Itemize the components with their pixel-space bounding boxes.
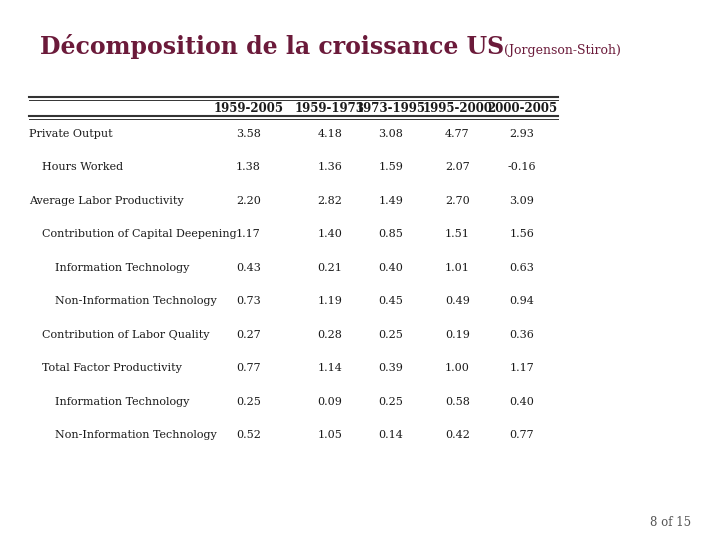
Text: 1959-2005: 1959-2005 [213,102,284,114]
Text: 1.38: 1.38 [236,163,261,172]
Text: Private Output: Private Output [29,129,112,139]
Text: 2.20: 2.20 [236,196,261,206]
Text: 0.25: 0.25 [379,330,403,340]
Text: 0.40: 0.40 [510,397,534,407]
Text: 3.09: 3.09 [510,196,534,206]
Text: 1.05: 1.05 [318,430,342,440]
Text: 1995-2000: 1995-2000 [422,102,492,114]
Text: 1.01: 1.01 [445,263,469,273]
Text: Non-Information Technology: Non-Information Technology [55,296,217,306]
Text: 2.93: 2.93 [510,129,534,139]
Text: 0.25: 0.25 [379,397,403,407]
Text: 0.28: 0.28 [318,330,342,340]
Text: 0.58: 0.58 [445,397,469,407]
Text: 0.45: 0.45 [379,296,403,306]
Text: 0.52: 0.52 [236,430,261,440]
Text: 0.36: 0.36 [510,330,534,340]
Text: 1.56: 1.56 [510,230,534,239]
Text: Information Technology: Information Technology [55,263,189,273]
Text: 0.21: 0.21 [318,263,342,273]
Text: 0.09: 0.09 [318,397,342,407]
Text: 0.14: 0.14 [379,430,403,440]
Text: 1959-1973: 1959-1973 [294,102,365,114]
Text: 1.49: 1.49 [379,196,403,206]
Text: Décomposition de la croissance US: Décomposition de la croissance US [40,34,504,59]
Text: 1.17: 1.17 [236,230,261,239]
Text: 0.43: 0.43 [236,263,261,273]
Text: 1973-1995: 1973-1995 [356,102,426,114]
Text: 0.19: 0.19 [445,330,469,340]
Text: 0.63: 0.63 [510,263,534,273]
Text: 0.40: 0.40 [379,263,403,273]
Text: 2.07: 2.07 [445,163,469,172]
Text: 0.39: 0.39 [379,363,403,373]
Text: 2000-2005: 2000-2005 [487,102,557,114]
Text: 8 of 15: 8 of 15 [650,516,691,529]
Text: 2.70: 2.70 [445,196,469,206]
Text: 1.17: 1.17 [510,363,534,373]
Text: 1.19: 1.19 [318,296,342,306]
Text: 2.82: 2.82 [318,196,342,206]
Text: 0.85: 0.85 [379,230,403,239]
Text: 4.77: 4.77 [445,129,469,139]
Text: 0.77: 0.77 [510,430,534,440]
Text: (Jorgenson-Stiroh): (Jorgenson-Stiroh) [504,44,621,57]
Text: Total Factor Productivity: Total Factor Productivity [42,363,181,373]
Text: 1.51: 1.51 [445,230,469,239]
Text: Information Technology: Information Technology [55,397,189,407]
Text: Contribution of Capital Deepening: Contribution of Capital Deepening [42,230,236,239]
Text: Contribution of Labor Quality: Contribution of Labor Quality [42,330,210,340]
Text: 1.59: 1.59 [379,163,403,172]
Text: 0.25: 0.25 [236,397,261,407]
Text: 3.08: 3.08 [379,129,403,139]
Text: 1.36: 1.36 [318,163,342,172]
Text: 0.73: 0.73 [236,296,261,306]
Text: 0.27: 0.27 [236,330,261,340]
Text: Hours Worked: Hours Worked [42,163,123,172]
Text: Non-Information Technology: Non-Information Technology [55,430,217,440]
Text: 0.42: 0.42 [445,430,469,440]
Text: 1.40: 1.40 [318,230,342,239]
Text: 4.18: 4.18 [318,129,342,139]
Text: -0.16: -0.16 [508,163,536,172]
Text: 0.77: 0.77 [236,363,261,373]
Text: Average Labor Productivity: Average Labor Productivity [29,196,184,206]
Text: 1.14: 1.14 [318,363,342,373]
Text: 0.94: 0.94 [510,296,534,306]
Text: 0.49: 0.49 [445,296,469,306]
Text: 3.58: 3.58 [236,129,261,139]
Text: 1.00: 1.00 [445,363,469,373]
